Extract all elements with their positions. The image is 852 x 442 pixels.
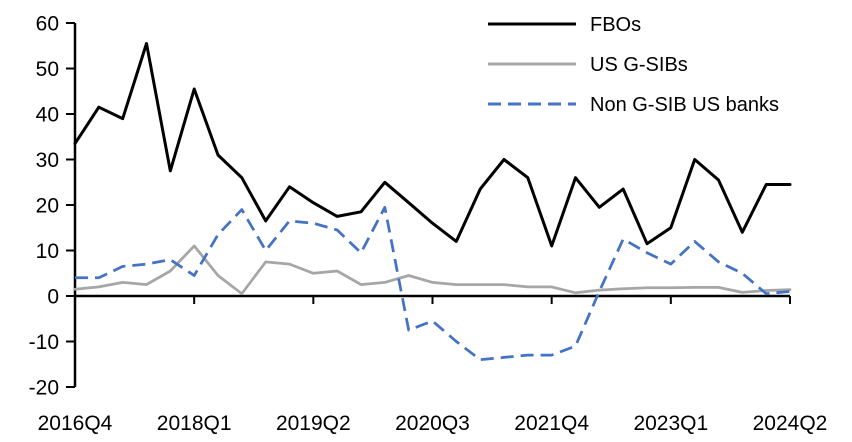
x-tick-label: 2024Q2 — [753, 412, 828, 435]
series-lines — [73, 42, 792, 362]
series-line-non-g-sib-us-banks — [75, 205, 791, 362]
x-tick-label: 2018Q1 — [157, 412, 232, 435]
x-tick-label: 2016Q4 — [38, 412, 113, 435]
y-tick-label: 50 — [36, 58, 59, 81]
y-tick-label: 0 — [47, 285, 59, 308]
series-line-fbos — [73, 42, 792, 248]
y-tick-label: 30 — [36, 149, 59, 172]
y-tick-label: 20 — [36, 194, 59, 217]
y-tick-label: 10 — [36, 240, 59, 263]
y-tick-label: 40 — [36, 103, 59, 126]
axes: 60 50 40 30 20 10 0 -10 -20 2016Q4 2018Q1 2019Q2 202… — [29, 12, 828, 435]
x-tick-label: 2021Q4 — [514, 412, 589, 435]
y-tick-label: -10 — [29, 331, 59, 354]
x-tick-label: 2019Q2 — [276, 412, 351, 435]
legend-label-us-gsibs: US G-SIBs — [590, 54, 688, 76]
x-tick-label: 2023Q1 — [633, 412, 708, 435]
legend: FBOs US G-SIBs Non G-SIB US banks — [488, 14, 779, 116]
y-tick-label: 60 — [36, 12, 59, 35]
y-tick-label: -20 — [29, 376, 59, 399]
legend-label-fbos: FBOs — [590, 14, 641, 36]
series-line-us-g-sibs — [73, 244, 792, 296]
legend-label-non-gsib-us-banks: Non G-SIB US banks — [590, 94, 779, 116]
x-tick-label: 2020Q3 — [395, 412, 470, 435]
